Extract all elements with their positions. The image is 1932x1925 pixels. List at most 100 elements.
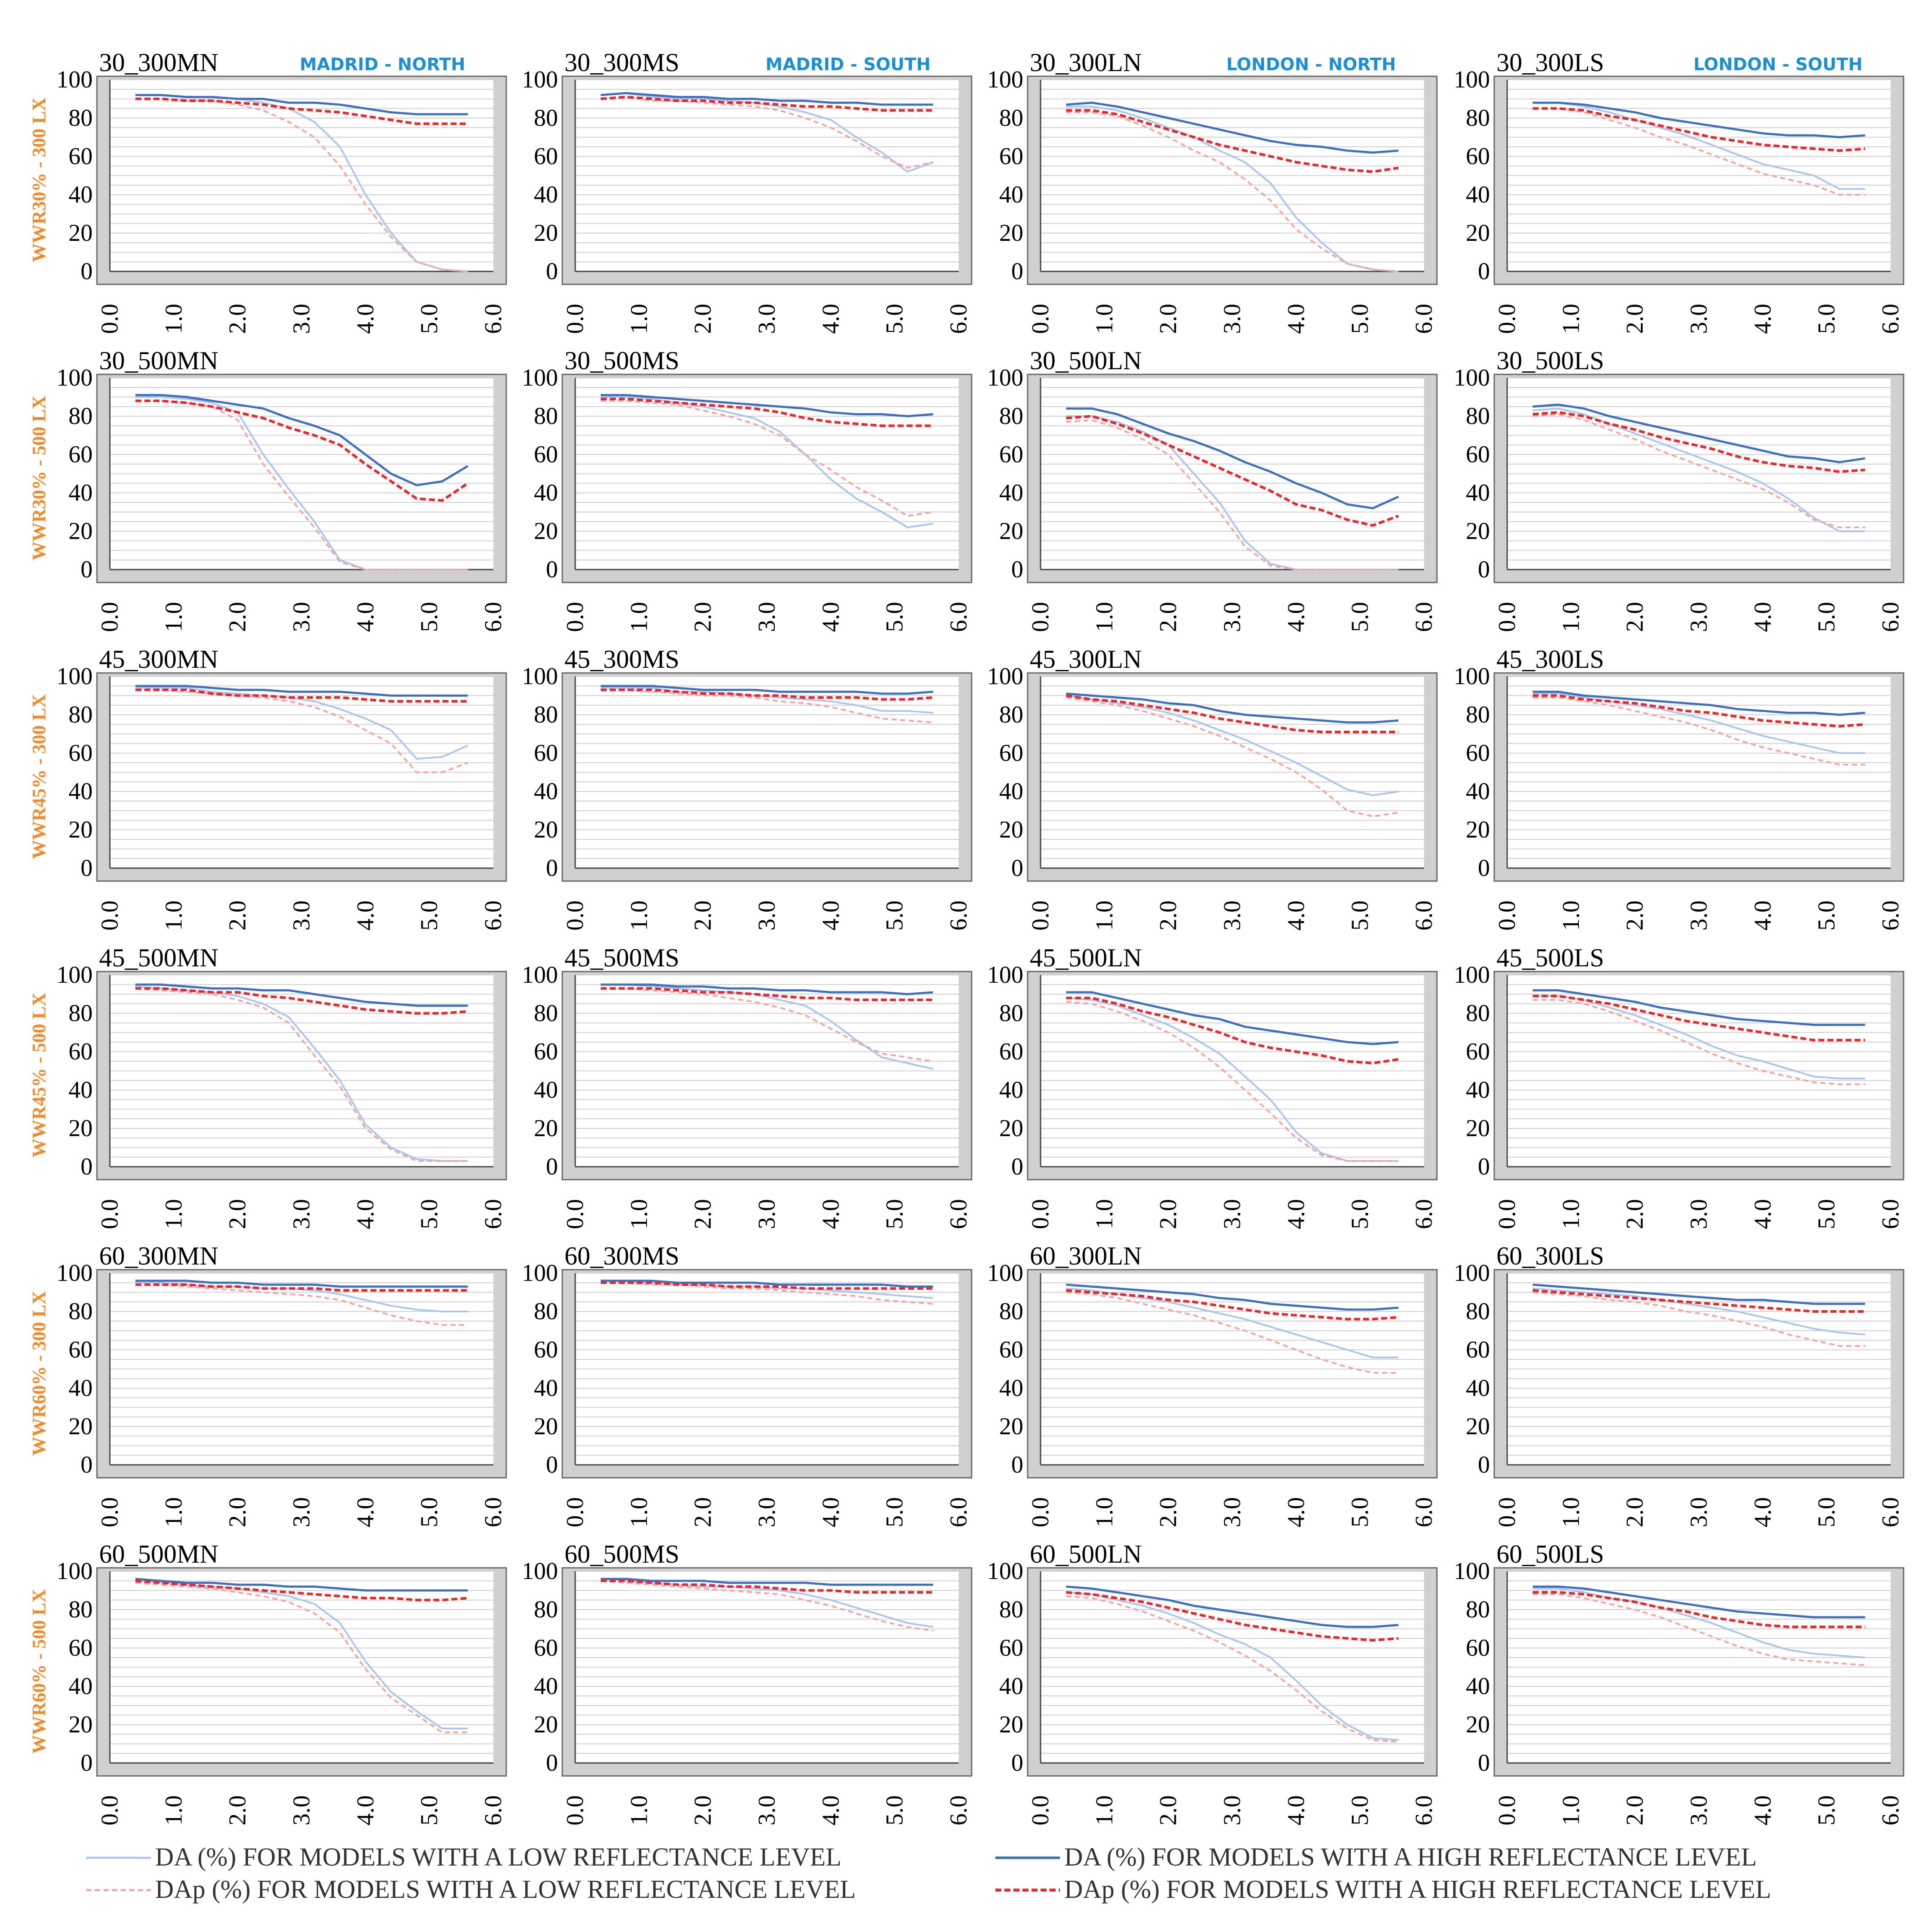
y-tick-label: 20	[534, 1413, 558, 1440]
series-line-dap_high	[135, 688, 468, 703]
y-tick-label: 80	[999, 1596, 1023, 1623]
y-tick-label: 0	[1478, 1750, 1490, 1776]
legend: DA (%) FOR MODELS WITH A LOW REFLECTANCE…	[86, 1843, 1771, 1903]
x-tick-label: 6.0	[480, 602, 507, 632]
y-tick-label: 20	[69, 1413, 93, 1440]
series-line-da_high	[135, 983, 468, 1007]
chart-panel-60_300MN: 60_300MN 0 20 40 60 80 100 0.0 1.0 2.0 3.0 4.0 5.0 6.…	[56, 1242, 507, 1527]
x-tick-label: 3.0	[1219, 900, 1246, 931]
x-tick-label: 3.0	[754, 602, 780, 632]
y-tick-label: 100	[987, 66, 1023, 93]
panel-title: 30_500MS	[564, 346, 679, 375]
x-tick-label: 4.0	[817, 602, 844, 632]
x-tick-label: 4.0	[817, 1497, 844, 1527]
series-line-da_high	[601, 1578, 933, 1586]
x-tick-label: 0.0	[1494, 1199, 1521, 1229]
chart-panel-60_300LN: 60_300LN 0 20 40 60 80 100 0.0 1.0 2.0 3.0 4.0 5.0 6.…	[987, 1242, 1438, 1527]
chart-panel-45_500LS: 45_500LS 0 20 40 60 80 100 0.0 1.0 2.0 3.0 4.0 5.0 6.…	[1454, 944, 1904, 1229]
row-label: WWR30% - 300 LX	[28, 97, 50, 262]
x-tick-label: 3.0	[1219, 1497, 1246, 1527]
series-line-da_high	[1066, 991, 1399, 1045]
series-line-dap_high	[1533, 107, 1865, 152]
series-line-da_low	[1066, 695, 1399, 796]
y-tick-label: 100	[1454, 663, 1490, 690]
x-tick-label: 0.0	[1027, 1199, 1054, 1229]
y-tick-label: 60	[69, 1336, 93, 1363]
series-line-dap_low	[1066, 111, 1399, 272]
row-label: WWR60% - 500 LX	[28, 1589, 50, 1754]
x-tick-label: 2.0	[690, 304, 717, 334]
x-tick-label: 2.0	[1155, 1497, 1182, 1527]
x-tick-label: 6.0	[945, 900, 972, 931]
x-tick-label: 2.0	[1622, 1199, 1648, 1229]
x-tick-label: 3.0	[1686, 1497, 1712, 1527]
x-tick-label: 5.0	[1347, 1497, 1374, 1527]
x-tick-label: 5.0	[1347, 602, 1374, 632]
x-tick-label: 6.0	[1411, 1795, 1437, 1825]
series-line-da_high	[1533, 101, 1865, 138]
y-tick-label: 100	[522, 663, 558, 690]
x-tick-label: 0.0	[97, 304, 123, 334]
x-tick-label: 3.0	[288, 602, 315, 632]
panels-group: 30_300MN MADRID - NORTH 0 20 40 60 80 100 0.0 1.0…	[56, 48, 1904, 1825]
x-tick-label: 3.0	[1686, 304, 1712, 334]
x-tick-label: 2.0	[1155, 1199, 1182, 1229]
x-tick-label: 4.0	[352, 1199, 379, 1229]
x-tick-label: 0.0	[562, 304, 589, 334]
x-tick-label: 5.0	[416, 900, 443, 931]
y-tick-label: 100	[522, 66, 558, 93]
y-tick-label: 80	[534, 1596, 558, 1623]
y-tick-label: 0	[81, 1452, 93, 1478]
row-labels-group: WWR30% - 300 LX WWR30% - 500 LX WWR45% - 3…	[28, 97, 50, 1754]
x-tick-label: 3.0	[1219, 602, 1246, 632]
y-tick-label: 60	[1466, 143, 1490, 170]
y-tick-label: 80	[1466, 403, 1490, 430]
panel-title: 60_500LS	[1496, 1540, 1604, 1568]
column-header: MADRID - SOUTH	[766, 55, 931, 75]
x-tick-label: 0.0	[97, 602, 123, 632]
y-tick-label: 80	[69, 403, 93, 430]
y-tick-label: 40	[534, 181, 558, 208]
y-tick-label: 60	[69, 441, 93, 468]
y-tick-label: 100	[1454, 364, 1490, 391]
x-tick-label: 6.0	[1877, 602, 1904, 632]
y-tick-label: 0	[1011, 855, 1023, 882]
x-tick-label: 1.0	[1091, 1795, 1118, 1825]
y-tick-label: 60	[999, 1336, 1023, 1363]
y-tick-label: 80	[999, 105, 1023, 131]
x-tick-label: 5.0	[1347, 900, 1374, 931]
chart-panel-30_300LN: 30_300LN LONDON - NORTH 0 20 40 60 80 100 0.0 1.0…	[987, 48, 1438, 334]
x-tick-label: 2.0	[1622, 1497, 1648, 1527]
chart-panel-30_300MN: 30_300MN MADRID - NORTH 0 20 40 60 80 100 0.0 1.0…	[56, 48, 507, 334]
panel-title: 60_300LN	[1030, 1242, 1142, 1270]
y-tick-label: 100	[987, 364, 1023, 391]
y-tick-label: 20	[1466, 1413, 1490, 1440]
x-tick-label: 0.0	[1494, 1795, 1521, 1825]
y-tick-label: 0	[1478, 1153, 1490, 1180]
series-line-dap_high	[1533, 411, 1865, 473]
y-tick-label: 0	[1478, 258, 1490, 285]
x-tick-label: 3.0	[1219, 1795, 1246, 1825]
chart-panel-30_500MN: 30_500MN 0 20 40 60 80 100 0.0 1.0 2.0 3.0 4.0 5.0 6.…	[56, 346, 507, 632]
y-tick-label: 20	[999, 1115, 1023, 1142]
series-line-dap_high	[1533, 1591, 1865, 1629]
y-tick-label: 60	[1466, 1336, 1490, 1363]
series-line-da_high	[1533, 403, 1866, 464]
x-tick-label: 2.0	[1155, 304, 1182, 334]
x-tick-label: 2.0	[690, 1497, 717, 1527]
panel-title: 60_300MS	[564, 1242, 679, 1270]
series-line-da_low	[1533, 408, 1865, 532]
x-tick-label: 3.0	[754, 900, 780, 931]
legend-label: DAp (%) FOR MODELS WITH A LOW REFLECTANC…	[155, 1875, 856, 1903]
x-tick-label: 4.0	[352, 602, 379, 632]
series-line-dap_low	[1066, 419, 1399, 570]
series-line-dap_high	[135, 987, 468, 1015]
y-tick-label: 80	[999, 701, 1023, 728]
x-tick-label: 0.0	[562, 1199, 589, 1229]
panel-title: 30_500MN	[99, 346, 218, 375]
y-tick-label: 20	[69, 816, 93, 843]
x-tick-label: 3.0	[288, 1497, 315, 1527]
x-tick-label: 2.0	[690, 900, 717, 931]
series-line-dap_low	[601, 96, 934, 169]
chart-panel-30_500LN: 30_500LN 0 20 40 60 80 100 0.0 1.0 2.0 3.0 4.0 5.0 6.…	[987, 346, 1438, 632]
